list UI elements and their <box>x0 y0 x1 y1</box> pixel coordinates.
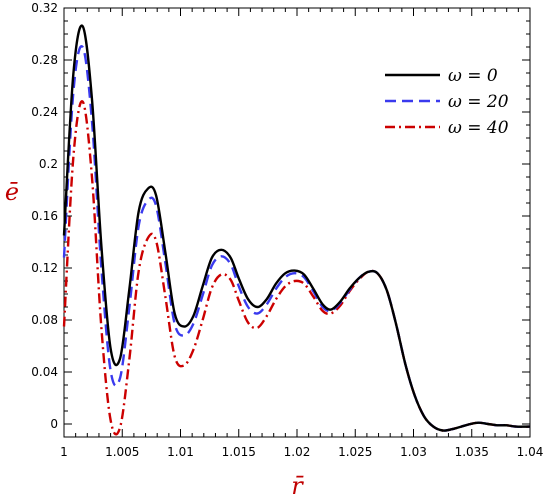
y-tick-label: 0.08 <box>31 313 58 327</box>
series-lines <box>62 24 531 436</box>
x-tick-label: 1.04 <box>517 445 544 459</box>
legend-label-1: ω = 20 <box>448 92 509 112</box>
x-axis-label: r̄ <box>291 472 304 500</box>
y-tick-label: 0.24 <box>31 105 58 119</box>
y-tick-label: 0.12 <box>31 261 58 275</box>
series-line-2 <box>62 100 531 436</box>
x-axis-ticks: 1 1.005 1.01 1.015 1.02 1.025 1.03 1.035 1.04 <box>60 8 543 459</box>
legend: ω = 0 ω = 20 ω = 40 <box>385 66 509 138</box>
y-tick-label: 0 <box>50 417 58 431</box>
x-tick-label: 1.035 <box>455 445 489 459</box>
y-tick-label: 0.28 <box>31 53 58 67</box>
y-tick-label: 0.16 <box>31 209 58 223</box>
x-tick-label: 1.025 <box>338 445 372 459</box>
y-tick-label: 0.04 <box>31 365 58 379</box>
x-tick-label: 1.02 <box>284 445 311 459</box>
x-tick-label: 1.01 <box>167 445 194 459</box>
y-tick-label: 0.2 <box>39 157 58 171</box>
x-tick-label: 1 <box>60 445 68 459</box>
x-tick-label: 1.015 <box>222 445 256 459</box>
y-axis-ticks: 0 0.04 0.08 0.12 0.16 0.2 0.24 0.28 0.32 <box>31 1 530 431</box>
y-axis-label: ē <box>5 178 19 206</box>
series-line-0 <box>62 24 531 432</box>
x-tick-label: 1.005 <box>105 445 139 459</box>
x-tick-label: 1.03 <box>400 445 427 459</box>
y-tick-label: 0.32 <box>31 1 58 15</box>
legend-label-0: ω = 0 <box>448 66 498 86</box>
legend-label-2: ω = 40 <box>448 118 509 138</box>
